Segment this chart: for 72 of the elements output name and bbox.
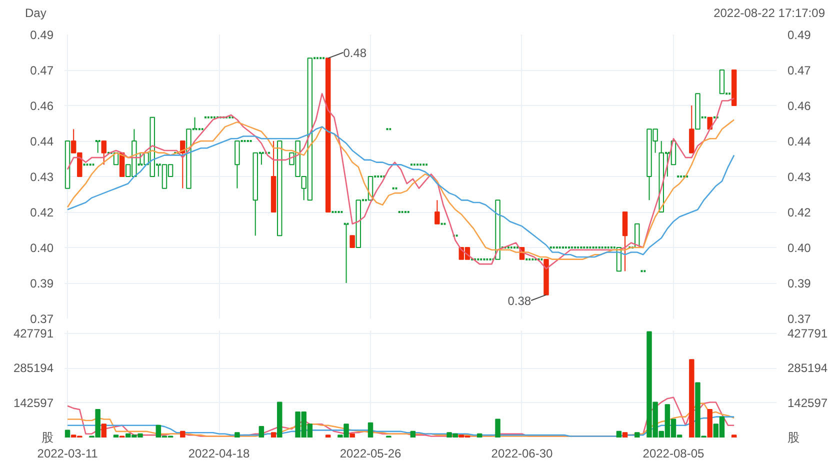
y-tick-label: 0.46: [30, 99, 54, 113]
x-tick-label: 2022-05-26: [340, 446, 402, 460]
y-tick-label: 0.49: [30, 28, 54, 42]
bar: [634, 432, 640, 438]
bar: [495, 418, 500, 438]
x-tick-label: 2022-06-30: [491, 446, 554, 460]
line-series: [66, 416, 735, 437]
y2-tick-label: 142597: [788, 396, 828, 410]
y2-tick-label: 0.46: [788, 99, 812, 113]
y-tick-label: 142597: [13, 396, 54, 410]
candlestick: [276, 140, 282, 236]
text: 2022-08-22 17:17:09: [714, 6, 825, 20]
y2-tick-label: 0.40: [788, 241, 812, 255]
bar: [325, 434, 331, 438]
candlestick: [350, 235, 355, 248]
bar: [258, 426, 264, 438]
y2-tick-label: 285194: [788, 361, 828, 376]
y-tick-label: 0.43: [30, 170, 54, 184]
y2-tick-label: 股: [788, 430, 800, 444]
annotation: 0.48: [343, 46, 367, 60]
x-tick-label: 2022-03-11: [37, 446, 98, 460]
candlestick: [64, 140, 70, 189]
bar: [101, 424, 107, 438]
bar: [689, 359, 694, 438]
y-tick-label: 427791: [13, 326, 54, 340]
bar: [410, 430, 416, 438]
bar: [616, 430, 622, 438]
chart-title: Day: [25, 6, 46, 20]
candlestick: [731, 70, 737, 106]
candlestick: [622, 212, 628, 272]
y2-tick-label: 0.49: [788, 28, 812, 42]
y2-tick-label: 0.44: [788, 134, 812, 148]
candlestick: [544, 258, 549, 296]
bar: [113, 434, 119, 438]
bar: [234, 432, 240, 438]
candlestick: [101, 140, 107, 166]
y2-tick-label: 0.43: [788, 170, 812, 184]
bar: [270, 432, 276, 438]
y-tick-label: 0.37: [30, 312, 54, 326]
y2-tick-label: 0.37: [788, 312, 812, 326]
annotation: 0.38: [508, 294, 532, 308]
bar: [64, 430, 70, 438]
bar: [707, 409, 712, 438]
bar: [622, 432, 628, 438]
candlestick: [180, 140, 186, 189]
bar: [476, 433, 482, 438]
candlestick: [707, 116, 712, 130]
bar: [368, 422, 374, 438]
y2-tick-label: 0.42: [788, 206, 812, 220]
y-tick-label: 0.44: [30, 134, 54, 148]
y-tick-label: 0.47: [30, 64, 54, 78]
bar: [731, 434, 737, 438]
candlestick: [94, 140, 102, 154]
line-series: [66, 93, 735, 270]
y-tick-label: 0.39: [30, 276, 54, 290]
bar: [180, 430, 186, 438]
y-tick-label: 股: [42, 430, 54, 444]
candlestick: [689, 105, 694, 154]
bar: [350, 433, 355, 438]
y-tick-label: 0.42: [30, 206, 54, 220]
y-tick-label: 285194: [13, 361, 54, 376]
candlestick: [434, 200, 440, 224]
x-tick-label: 2022-04-18: [188, 446, 250, 460]
candlestick: [325, 58, 331, 212]
y2-tick-label: 427791: [788, 326, 828, 340]
y-tick-label: 0.40: [30, 241, 54, 255]
y2-tick-label: 0.39: [788, 276, 812, 290]
candlestick: [270, 140, 276, 212]
bar: [276, 402, 282, 438]
y2-tick-label: 0.47: [788, 64, 812, 78]
x-tick-label: 2022-08-05: [642, 446, 705, 460]
candlestick: [342, 222, 350, 284]
